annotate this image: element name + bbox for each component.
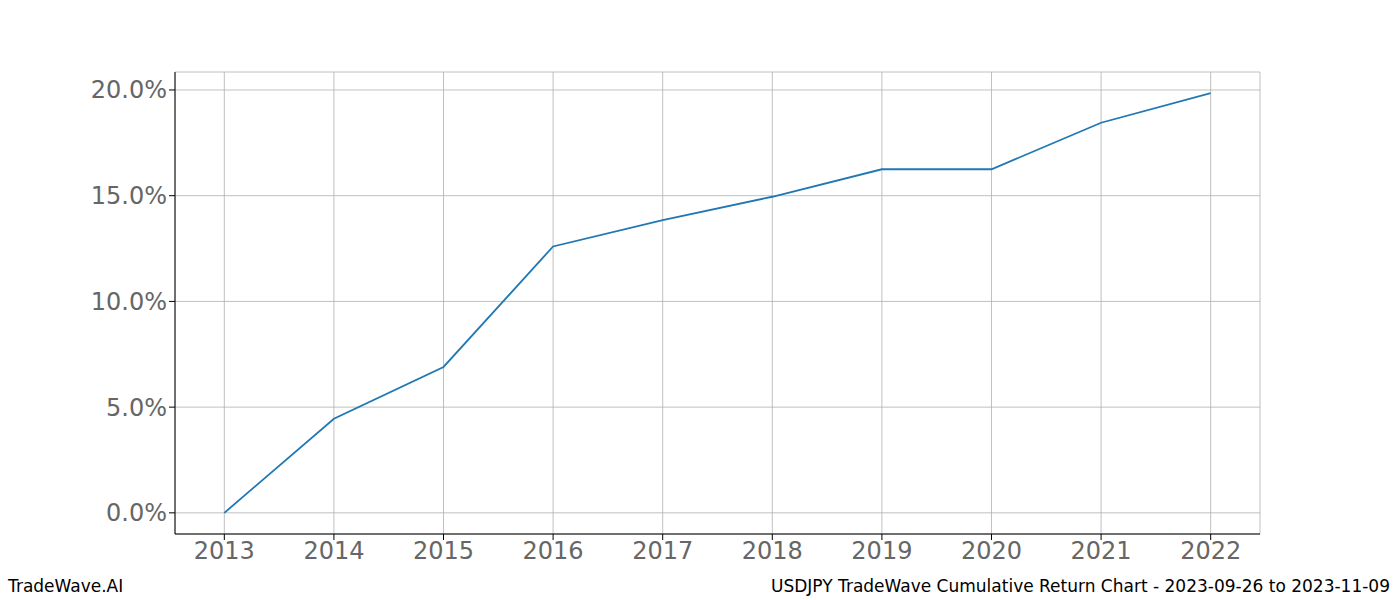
svg-text:20.0%: 20.0% (91, 76, 167, 104)
svg-text:2018: 2018 (742, 537, 803, 565)
svg-text:2013: 2013 (194, 537, 255, 565)
html-text:TradeWave.AI: TradeWave.AI (8, 576, 124, 596)
svg-text:15.0%: 15.0% (91, 182, 167, 210)
svg-text:2019: 2019 (851, 537, 912, 565)
svg-text:2022: 2022 (1180, 537, 1241, 565)
svg-text:10.0%: 10.0% (91, 288, 167, 316)
svg-text:5.0%: 5.0% (106, 394, 167, 422)
html-text:USDJPY TradeWave Cumulative Re: USDJPY TradeWave Cumulative Return Chart… (771, 576, 1390, 596)
svg-text:2016: 2016 (523, 537, 584, 565)
svg-text:2015: 2015 (413, 537, 474, 565)
svg-text:2014: 2014 (303, 537, 364, 565)
svg-text:2017: 2017 (632, 537, 693, 565)
svg-text:2020: 2020 (961, 537, 1022, 565)
svg-text:2021: 2021 (1071, 537, 1132, 565)
svg-text:0.0%: 0.0% (106, 499, 167, 527)
